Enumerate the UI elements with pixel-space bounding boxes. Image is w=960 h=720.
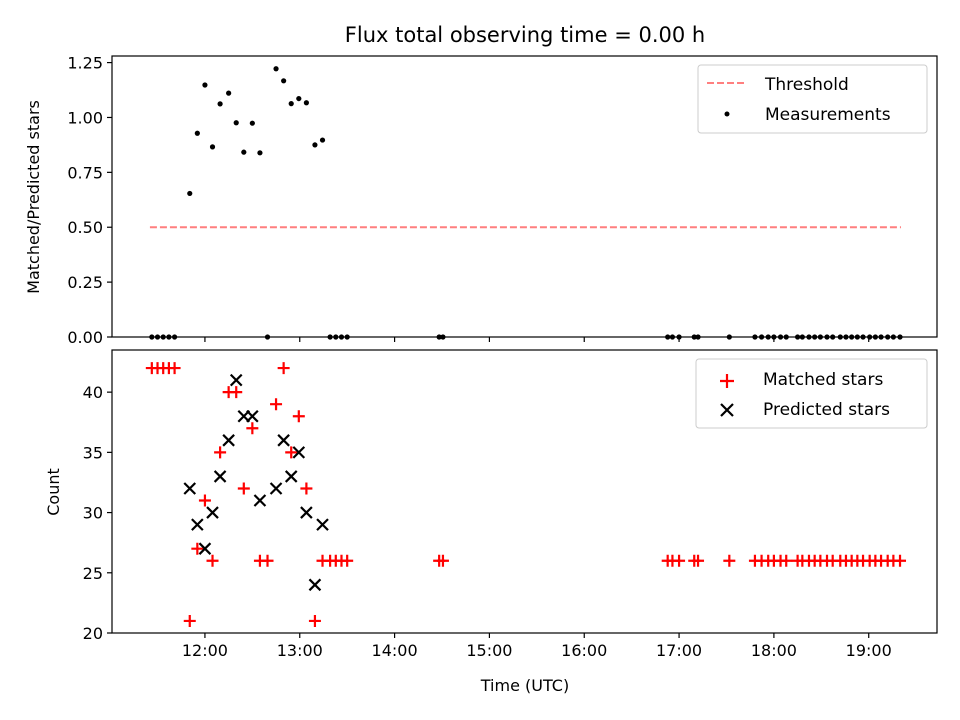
predicted-stars-point	[183, 482, 197, 495]
matched-stars-point	[436, 554, 449, 567]
legend-threshold-label: Threshold	[764, 75, 849, 95]
matched-stars-point	[692, 554, 705, 567]
predicted-stars-point	[206, 506, 219, 519]
bottom-y-tick-label: 20	[83, 624, 103, 643]
top-y-tick-label: 0.00	[67, 328, 103, 347]
predicted-stars-point	[213, 470, 227, 483]
matched-stars-point	[198, 494, 211, 507]
bottom-legend-frame	[695, 358, 928, 429]
predicted-stars-point	[292, 446, 306, 459]
predicted-stars-point	[300, 506, 313, 519]
measurements-point	[202, 82, 208, 88]
matched-stars-point	[285, 446, 298, 459]
bottom-x-tick-label: 17:00	[656, 641, 702, 660]
top-y-tick-label: 0.75	[67, 163, 103, 182]
top-y-tick-label: 0.25	[67, 273, 103, 292]
x-axis-label: Time (UTC)	[480, 676, 569, 695]
bottom-y-tick-label: 30	[83, 504, 103, 523]
bottom-y-tick-label: 25	[83, 564, 103, 583]
top-y-axis-label: Matched/Predicted stars	[24, 100, 43, 294]
measurements-point	[257, 150, 263, 156]
bottom-y-tick-label: 40	[83, 383, 103, 402]
matched-stars-point	[894, 554, 907, 567]
matched-stars-point	[723, 554, 736, 567]
predicted-stars-point	[229, 373, 243, 387]
measurements-point	[303, 100, 309, 106]
legend-matched-label: Matched stars	[763, 370, 883, 390]
bottom-y-axis-label: Count	[44, 468, 63, 516]
predicted-stars-point	[191, 518, 204, 531]
bottom-x-tick-label: 16:00	[561, 641, 607, 660]
top-axes-frame	[111, 55, 938, 338]
legend-predicted-label: Predicted stars	[763, 400, 890, 420]
predicted-stars-point	[269, 482, 283, 495]
matched-stars-point	[230, 386, 243, 399]
legend-matched-marker	[720, 374, 734, 388]
matched-stars-point	[780, 554, 793, 567]
matched-stars-point	[214, 446, 227, 459]
top-legend: Threshold Measurements	[697, 64, 928, 134]
bottom-x-tick-label: 12:00	[182, 641, 228, 660]
top-y-tick-label: 1.25	[67, 54, 103, 73]
bottom-axes-frame	[111, 349, 938, 634]
predicted-stars-point	[277, 434, 290, 447]
legend-measurements-marker	[724, 111, 730, 117]
matched-stars-point	[270, 398, 283, 411]
predicted-stars-point	[308, 578, 322, 592]
bottom-y-tick-label: 35	[83, 443, 103, 462]
predicted-stars-point	[246, 409, 259, 423]
matched-stars-point	[237, 482, 250, 495]
bottom-x-tick-label: 14:00	[372, 641, 418, 660]
measurements-point	[312, 142, 318, 148]
measurements-point	[288, 101, 294, 107]
bottom-x-tick-label: 15:00	[466, 641, 512, 660]
matched-stars-point	[277, 362, 290, 375]
matched-stars-point	[191, 542, 204, 555]
matched-stars-point	[246, 422, 259, 435]
matched-stars-point	[673, 554, 686, 567]
measurements-point	[249, 120, 255, 126]
bottom-x-tick-label: 19:00	[846, 641, 892, 660]
predicted-stars-point	[316, 518, 329, 531]
legend-predicted-marker	[720, 403, 734, 417]
matched-stars-point	[261, 554, 274, 567]
chart-title: Flux total observing time = 0.00 h	[345, 23, 705, 47]
measurements-point	[319, 137, 326, 143]
predicted-stars-point	[284, 470, 298, 483]
measurements-point	[281, 78, 287, 84]
bottom-x-tick-label: 18:00	[751, 641, 797, 660]
matched-stars-point	[183, 614, 196, 627]
top-axes: 0.00 0.25 0.50 0.75 1.00 1.25	[67, 54, 870, 347]
measurements-point	[194, 130, 200, 136]
top-legend-frame	[697, 64, 928, 134]
matched-stars-point	[292, 410, 305, 423]
measurements-point	[273, 66, 279, 72]
bottom-legend: Matched stars Predicted stars	[695, 358, 928, 429]
bottom-axes: 20 25 30 35 40 12:00 13:00 14:00 15:00 16:00 17:00…	[83, 383, 892, 660]
top-panel: 0.00 0.25 0.50 0.75 1.00 1.25 Matched/Predict…	[24, 54, 938, 347]
measurements-point	[217, 101, 223, 107]
top-plot-area	[149, 66, 903, 340]
measurements-point	[226, 90, 232, 96]
legend-measurements-label: Measurements	[765, 105, 891, 125]
measurements-point	[241, 149, 247, 155]
matched-stars-point	[168, 362, 181, 375]
predicted-stars-point	[222, 434, 235, 447]
bottom-panel: 20 25 30 35 40 12:00 13:00 14:00 15:00 16:00 17:00…	[44, 349, 938, 695]
matched-stars-point	[206, 554, 219, 567]
matched-stars-point	[308, 614, 321, 627]
predicted-stars-point	[253, 494, 267, 507]
measurements-point	[187, 190, 193, 197]
top-y-tick-label: 0.50	[67, 218, 103, 237]
measurements-point	[209, 144, 216, 150]
matched-stars-point	[300, 482, 313, 495]
measurements-point	[296, 95, 302, 102]
top-y-tick-label: 1.00	[67, 108, 103, 127]
predicted-stars-point	[198, 542, 212, 555]
bottom-plot-area	[145, 362, 907, 627]
bottom-x-tick-label: 13:00	[277, 641, 323, 660]
measurements-point	[233, 120, 239, 126]
matched-stars-point	[341, 554, 354, 567]
